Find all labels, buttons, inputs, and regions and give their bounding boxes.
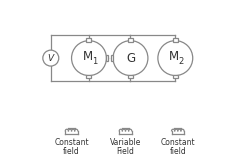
Text: 1: 1 — [92, 57, 97, 66]
Text: Constant: Constant — [160, 138, 194, 147]
Text: 2: 2 — [178, 57, 183, 66]
Circle shape — [71, 41, 106, 76]
Bar — [172, 75, 177, 78]
Circle shape — [43, 50, 58, 66]
Circle shape — [157, 41, 192, 76]
Text: M: M — [168, 50, 178, 63]
Text: V: V — [48, 54, 54, 63]
Text: M: M — [82, 50, 92, 63]
Bar — [111, 55, 113, 61]
Text: Field: Field — [116, 147, 134, 156]
Text: G: G — [126, 52, 134, 65]
Bar — [86, 75, 91, 78]
Bar — [128, 75, 132, 78]
Bar — [86, 38, 91, 42]
Text: Constant: Constant — [54, 138, 88, 147]
Bar — [172, 38, 177, 42]
Bar — [128, 38, 132, 42]
Bar — [106, 55, 108, 61]
Text: Variable: Variable — [110, 138, 141, 147]
Circle shape — [112, 41, 147, 76]
Text: field: field — [63, 147, 80, 156]
Text: field: field — [169, 147, 186, 156]
